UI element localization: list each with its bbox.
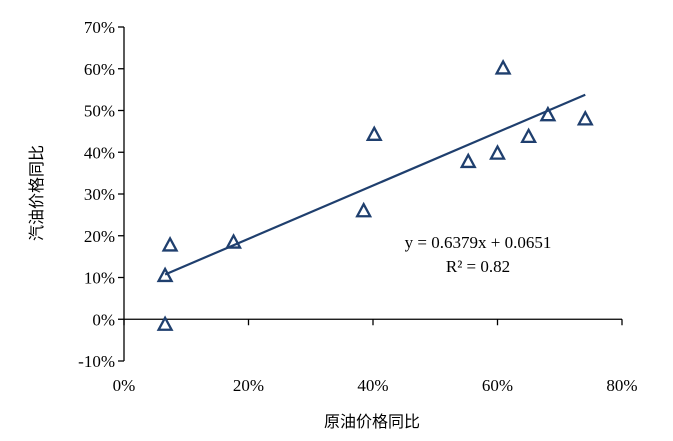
y-tick-label: 40% [84,143,115,162]
axes [123,27,622,361]
y-axis-title: 汽油价格同比 [27,145,46,241]
x-tick-label: 40% [357,376,388,395]
data-points [156,58,594,331]
data-point-triangle [459,152,477,169]
trendline [164,93,586,276]
data-point-triangle [494,58,512,75]
tick-labels: -10% 0% 10% 20% 30% 40% 50% 60% 70% 0% 20% 40% 60% 80… [78,18,637,395]
r-squared-label: R² = 0.82 [446,257,510,276]
y-tick-label: 10% [84,269,115,288]
data-point-triangle [365,125,383,141]
trendline-equation: y = 0.6379x + 0.0651 [405,233,552,252]
data-point-triangle [156,315,174,331]
y-tick-label: -10% [78,352,115,371]
y-tick-label: 0% [92,310,115,329]
y-tick-label: 70% [84,18,115,37]
y-tick-label: 30% [84,185,115,204]
data-point-triangle [576,109,594,126]
y-tick-label: 60% [84,60,115,79]
data-point-triangle [520,127,538,144]
data-point-triangle [156,266,174,283]
data-point-triangle [539,105,557,122]
ticks [118,26,623,362]
x-tick-label: 80% [606,376,637,395]
x-tick-label: 60% [482,376,513,395]
y-tick-label: 20% [84,227,115,246]
data-point-triangle [161,236,179,252]
data-point-triangle [355,201,373,218]
x-axis-title: 原油价格同比 [324,412,420,431]
data-point-triangle [489,144,506,160]
y-tick-label: 50% [84,102,115,121]
x-tick-label: 0% [113,376,136,395]
x-tick-label: 20% [233,376,264,395]
data-point-triangle [225,233,242,249]
